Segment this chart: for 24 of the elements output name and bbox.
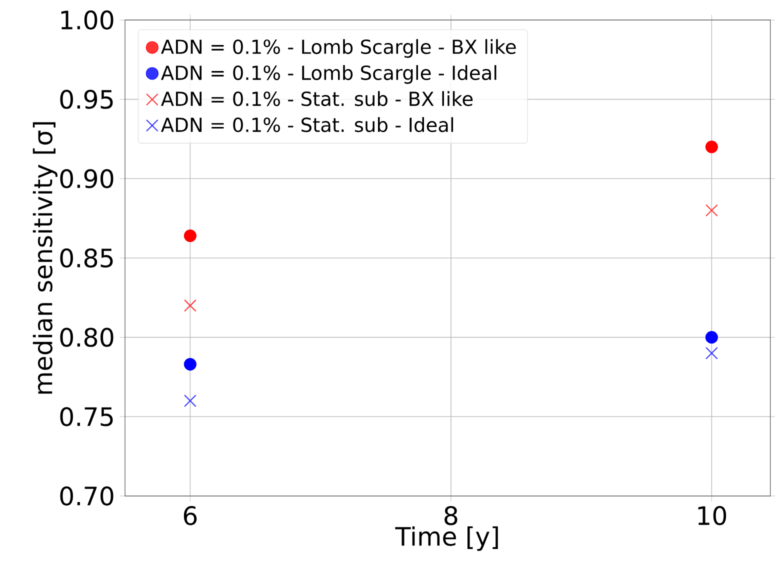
y-tick-label: 0.90	[60, 169, 114, 188]
point	[705, 204, 718, 217]
point	[705, 331, 718, 344]
legend-label: ADN = 0.1% - Lomb Scargle - Ideal	[160, 65, 496, 84]
y-tick-label: 1.00	[61, 10, 114, 30]
x-tick-label: 8	[444, 506, 458, 526]
x-tick-label: 10	[698, 506, 726, 526]
point	[184, 299, 196, 312]
y-tick-label: 0.70	[60, 486, 114, 506]
point	[184, 358, 196, 371]
x-axis-title: Time [y]	[395, 526, 498, 551]
point	[705, 347, 718, 360]
point	[184, 394, 196, 407]
y-tick-label: 0.85	[60, 248, 113, 268]
y-tick-label: 0.80	[60, 328, 114, 347]
x-tick-label: 6	[184, 506, 197, 526]
y-tick-label: 0.95	[60, 90, 113, 109]
legend-label: ADN = 0.1% - Stat. sub - BX like	[160, 91, 473, 106]
point	[184, 230, 196, 242]
legend-label: ADN = 0.1% - Stat. sub - Ideal	[160, 117, 454, 132]
y-axis-title: median sensitivity [σ]	[32, 122, 58, 394]
legend-label: ADN = 0.1% - Lomb Scargle - BX like	[160, 39, 516, 58]
y-tick-label: 0.75	[60, 407, 113, 426]
point	[705, 140, 718, 154]
